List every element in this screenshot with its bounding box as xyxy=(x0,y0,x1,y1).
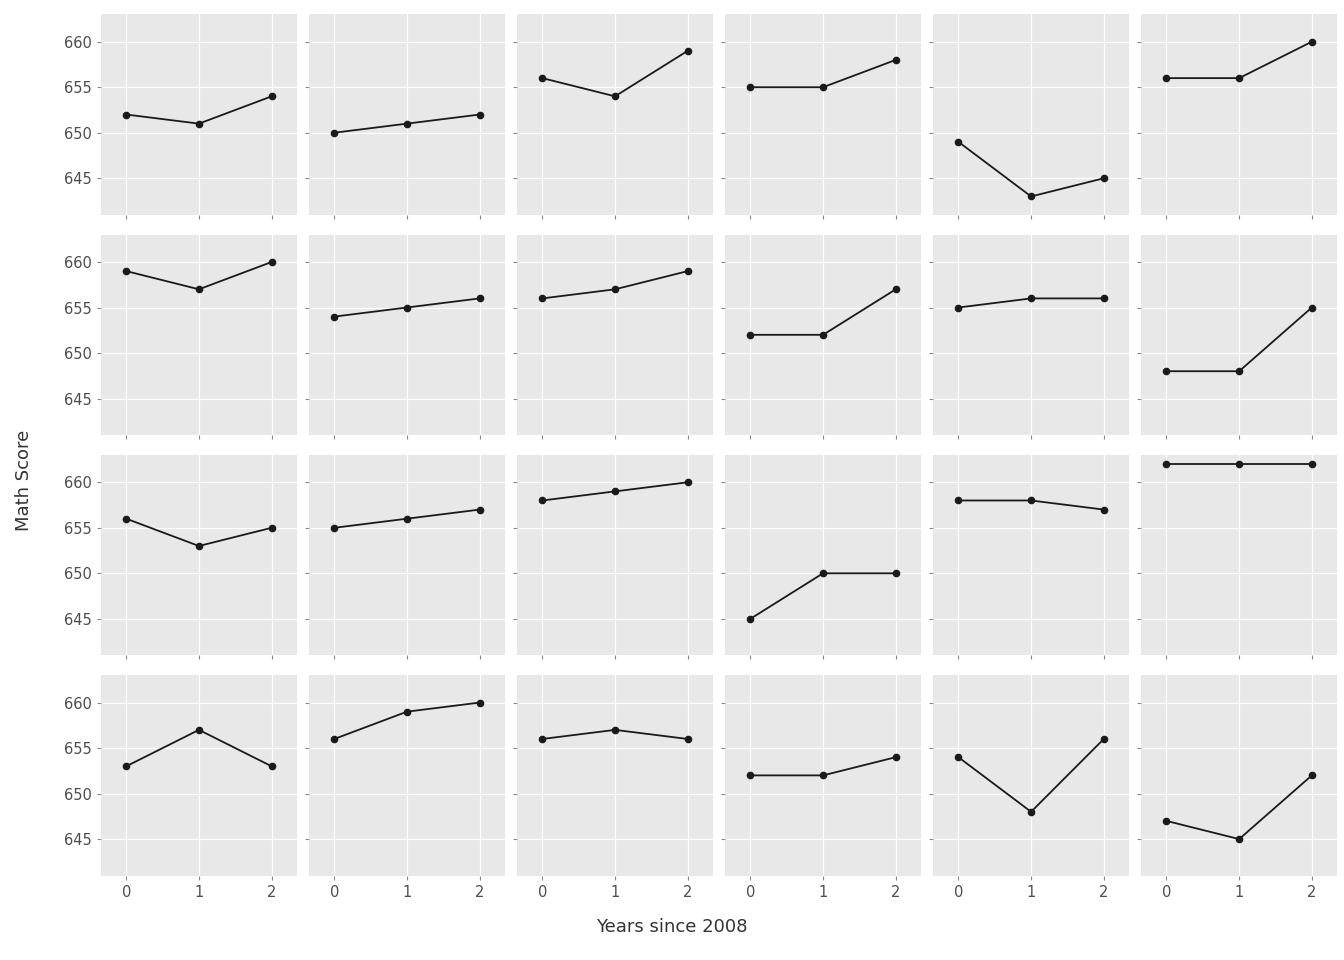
Text: Math Score: Math Score xyxy=(15,429,34,531)
Text: Years since 2008: Years since 2008 xyxy=(597,918,747,936)
